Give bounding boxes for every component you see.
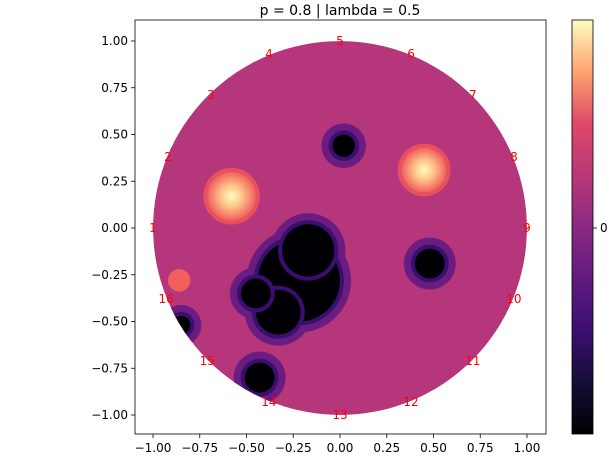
- chart-title: p = 0.8 | lambda = 0.5: [260, 3, 421, 19]
- colorbar-tick-label: 0: [600, 221, 608, 235]
- electrode-label-1: 1: [149, 221, 157, 235]
- electrode-label-8: 8: [510, 150, 518, 164]
- high-region-9: [401, 147, 447, 193]
- electrode-label-11: 11: [465, 354, 480, 368]
- low-region-6: [332, 134, 355, 157]
- x-tick-label-8: 1.00: [514, 441, 541, 455]
- low-region-3: [240, 278, 271, 309]
- electrode-label-2: 2: [164, 150, 172, 164]
- x-tick-label-5: 0.25: [373, 441, 400, 455]
- y-tick-label-5: −0.25: [91, 268, 128, 282]
- x-tick-label-6: 0.50: [420, 441, 447, 455]
- colorbar: [571, 19, 594, 435]
- y-tick-label-6: −0.50: [91, 315, 128, 329]
- electrode-label-13: 13: [332, 408, 347, 422]
- x-tick-label-1: −0.75: [181, 441, 218, 455]
- high-region-8: [207, 171, 256, 221]
- y-tick-label-3: 0.25: [101, 174, 128, 188]
- y-tick-label-1: 0.75: [101, 81, 128, 95]
- low-region-1: [282, 224, 335, 277]
- y-tick-label-4: 0.00: [101, 221, 128, 235]
- electrode-label-10: 10: [506, 292, 521, 306]
- x-tick-label-3: −0.25: [275, 441, 312, 455]
- y-tick-label-0: 1.00: [101, 34, 128, 48]
- electrode-label-12: 12: [403, 395, 418, 409]
- electrode-label-15: 15: [200, 354, 215, 368]
- electrode-label-7: 7: [469, 88, 477, 102]
- electrode-label-14: 14: [261, 395, 276, 409]
- x-tick-label-2: −0.50: [228, 441, 265, 455]
- x-tick-label-7: 0.75: [467, 441, 494, 455]
- electrode-label-9: 9: [523, 221, 531, 235]
- x-tick-label-0: −1.00: [135, 441, 172, 455]
- y-tick-label-8: −1.00: [91, 408, 128, 422]
- mid-high-region-10: [167, 269, 191, 292]
- electrode-label-16: 16: [158, 292, 173, 306]
- y-tick-label-7: −0.75: [91, 361, 128, 375]
- low-region-7: [414, 248, 445, 279]
- x-tick-label-4: 0.00: [327, 441, 354, 455]
- axis-ticks: −1.00 −0.75 −0.50 −0.25 0.00 0.25 0.50 0.75 1.00…: [91, 34, 540, 455]
- electrode-label-4: 4: [265, 47, 273, 61]
- electrode-label-5: 5: [336, 34, 344, 48]
- y-tick-label-2: 0.50: [101, 128, 128, 142]
- low-region-4: [244, 362, 275, 393]
- electrode-label-3: 3: [207, 88, 215, 102]
- electrode-label-6: 6: [407, 47, 415, 61]
